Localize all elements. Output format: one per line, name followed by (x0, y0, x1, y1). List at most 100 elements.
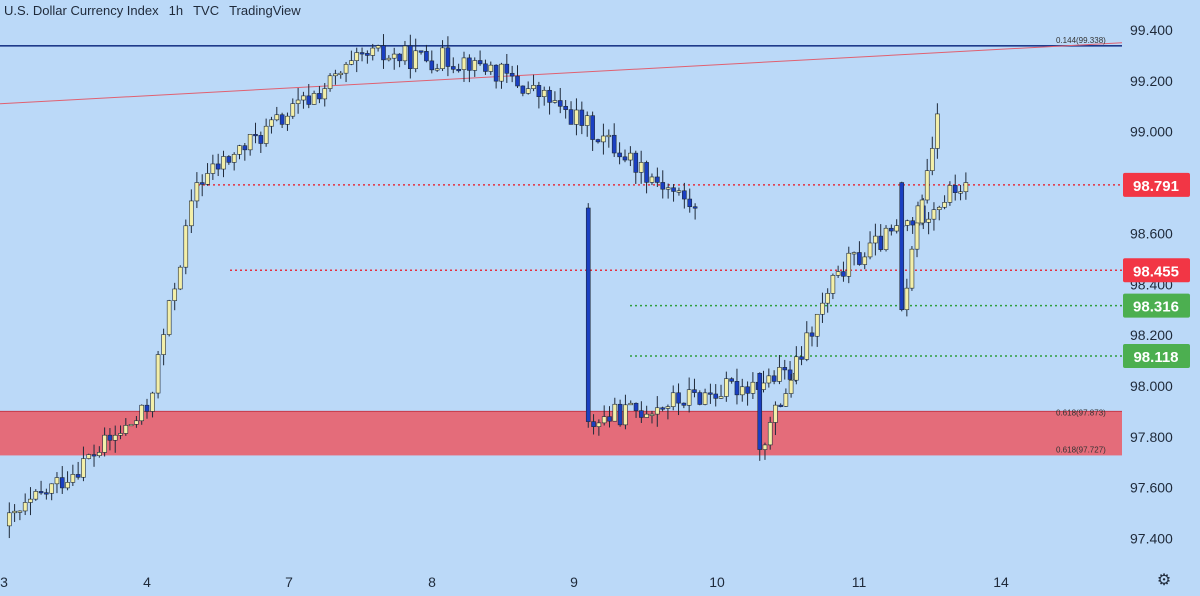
candle[interactable] (676, 383, 681, 416)
candle[interactable] (782, 359, 788, 380)
candle[interactable] (633, 402, 639, 418)
candle[interactable] (773, 401, 778, 436)
candle[interactable] (483, 59, 488, 75)
candle[interactable] (253, 122, 258, 144)
candle[interactable] (622, 149, 628, 163)
candle[interactable] (295, 87, 301, 114)
candle[interactable] (311, 90, 317, 105)
candle[interactable] (628, 146, 633, 167)
candle[interactable] (591, 414, 596, 435)
candle[interactable] (258, 131, 264, 153)
candle[interactable] (552, 91, 558, 104)
candle[interactable] (81, 446, 86, 482)
candle[interactable] (263, 118, 269, 147)
candle[interactable] (349, 50, 354, 66)
candle[interactable] (189, 189, 194, 234)
candle[interactable] (102, 427, 107, 457)
candle[interactable] (814, 313, 820, 347)
candle[interactable] (783, 388, 789, 407)
candle[interactable] (682, 182, 687, 209)
candle[interactable] (596, 419, 602, 436)
candle[interactable] (279, 112, 285, 129)
candle[interactable] (391, 47, 397, 70)
gear-icon[interactable]: ⚙ (1156, 572, 1172, 589)
candle[interactable] (6, 502, 12, 539)
candle[interactable] (59, 466, 65, 494)
candle[interactable] (846, 246, 852, 284)
candle[interactable] (639, 401, 644, 423)
candle[interactable] (520, 85, 526, 97)
candle[interactable] (799, 346, 804, 366)
candle[interactable] (450, 57, 456, 74)
candle[interactable] (221, 150, 226, 178)
candle[interactable] (97, 446, 102, 458)
candle[interactable] (70, 464, 76, 487)
candle[interactable] (936, 205, 942, 221)
candle[interactable] (671, 184, 676, 202)
candle[interactable] (873, 223, 878, 256)
candle[interactable] (161, 328, 166, 366)
candle[interactable] (306, 83, 312, 109)
candle[interactable] (563, 100, 568, 119)
candle[interactable] (584, 111, 590, 137)
candle[interactable] (851, 251, 857, 266)
candle[interactable] (590, 111, 595, 151)
candle[interactable] (86, 453, 92, 460)
candle[interactable] (825, 288, 830, 313)
interval-label[interactable]: 1h (168, 3, 184, 18)
candle[interactable] (665, 404, 671, 420)
candle[interactable] (408, 34, 413, 79)
candle[interactable] (757, 372, 763, 461)
candle[interactable] (118, 425, 123, 440)
candle[interactable] (242, 143, 248, 161)
candle[interactable] (767, 416, 773, 450)
candle[interactable] (365, 50, 370, 64)
candle[interactable] (359, 47, 365, 62)
candle[interactable] (28, 487, 33, 516)
candle[interactable] (804, 321, 810, 362)
candle[interactable] (12, 504, 17, 522)
candle[interactable] (354, 47, 360, 73)
candle[interactable] (931, 202, 937, 231)
candle[interactable] (370, 43, 376, 61)
candle[interactable] (909, 246, 915, 291)
candle[interactable] (644, 160, 649, 194)
candle[interactable] (413, 38, 418, 73)
candle[interactable] (333, 69, 338, 85)
candle[interactable] (531, 74, 536, 92)
candle[interactable] (905, 219, 910, 232)
candle[interactable] (665, 183, 671, 199)
candle[interactable] (681, 402, 687, 409)
candle[interactable] (809, 326, 815, 347)
candle[interactable] (745, 381, 750, 406)
candle[interactable] (210, 154, 216, 180)
candle[interactable] (777, 354, 782, 385)
candle[interactable] (958, 184, 963, 201)
candle[interactable] (301, 91, 306, 109)
candle[interactable] (231, 152, 237, 171)
candle[interactable] (75, 461, 81, 480)
candle[interactable] (644, 405, 649, 418)
candle[interactable] (139, 404, 145, 425)
candle[interactable] (515, 65, 520, 88)
candle[interactable] (429, 50, 435, 74)
candle[interactable] (65, 471, 70, 491)
candle[interactable] (686, 377, 692, 413)
candle[interactable] (579, 101, 585, 135)
candle[interactable] (44, 488, 49, 500)
candle[interactable] (724, 371, 729, 402)
candle[interactable] (472, 57, 478, 77)
candle[interactable] (947, 181, 953, 206)
candle[interactable] (739, 378, 745, 402)
candle[interactable] (343, 61, 349, 83)
candle[interactable] (601, 123, 606, 155)
candle[interactable] (910, 217, 915, 234)
candle[interactable] (499, 62, 504, 89)
candle[interactable] (787, 361, 793, 383)
candle[interactable] (670, 385, 676, 411)
price-level-tag[interactable]: 98.316 (1123, 293, 1190, 318)
candle[interactable] (381, 34, 386, 69)
candle[interactable] (585, 203, 591, 428)
candle[interactable] (697, 390, 703, 406)
